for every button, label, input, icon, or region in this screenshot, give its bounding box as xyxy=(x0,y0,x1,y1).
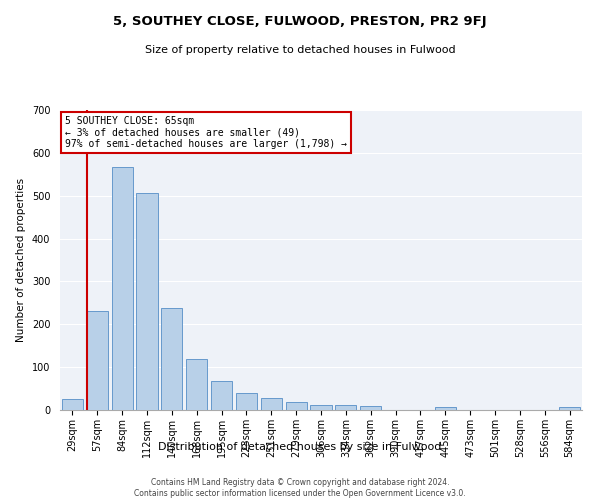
Bar xyxy=(87,312,108,410)
Bar xyxy=(136,192,158,410)
Text: Size of property relative to detached houses in Fulwood: Size of property relative to detached ho… xyxy=(145,45,455,55)
Bar xyxy=(211,381,232,410)
Bar xyxy=(62,400,83,410)
Bar xyxy=(559,406,580,410)
Bar xyxy=(261,398,282,410)
Bar xyxy=(310,405,332,410)
Bar xyxy=(435,407,456,410)
Bar xyxy=(335,405,356,410)
Text: 5, SOUTHEY CLOSE, FULWOOD, PRESTON, PR2 9FJ: 5, SOUTHEY CLOSE, FULWOOD, PRESTON, PR2 … xyxy=(113,15,487,28)
Bar xyxy=(112,167,133,410)
Bar xyxy=(360,406,381,410)
Text: 5 SOUTHEY CLOSE: 65sqm
← 3% of detached houses are smaller (49)
97% of semi-deta: 5 SOUTHEY CLOSE: 65sqm ← 3% of detached … xyxy=(65,116,347,149)
Bar xyxy=(161,308,182,410)
Bar xyxy=(186,358,207,410)
Y-axis label: Number of detached properties: Number of detached properties xyxy=(16,178,26,342)
Text: Contains HM Land Registry data © Crown copyright and database right 2024.
Contai: Contains HM Land Registry data © Crown c… xyxy=(134,478,466,498)
Bar xyxy=(286,402,307,410)
Bar xyxy=(236,393,257,410)
Text: Distribution of detached houses by size in Fulwood: Distribution of detached houses by size … xyxy=(158,442,442,452)
